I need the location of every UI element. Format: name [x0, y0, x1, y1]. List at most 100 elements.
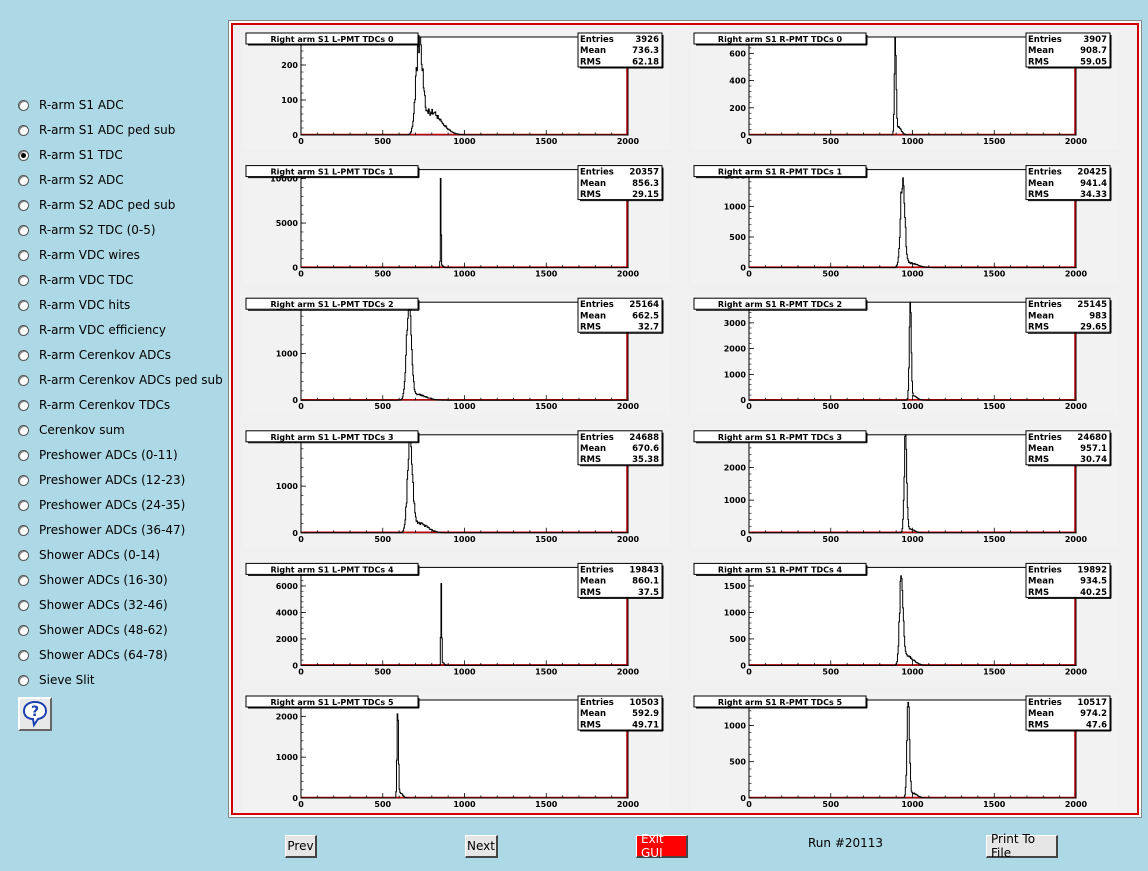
y-tick-label: 0 [292, 396, 298, 405]
radio-unchecked-icon[interactable] [18, 199, 29, 211]
radio-unchecked-icon[interactable] [18, 549, 29, 561]
radio-unchecked-icon[interactable] [18, 274, 29, 286]
y-tick-label: 5000 [276, 219, 299, 228]
stats-key: Mean [580, 709, 606, 719]
histogram-title: Right arm S1 R-PMT TDCs 1 [718, 168, 843, 177]
radio-unchecked-icon[interactable] [18, 599, 29, 611]
radio-item[interactable]: Shower ADCs (0-14) [18, 545, 160, 565]
stats-key: Entries [580, 433, 614, 443]
radio-unchecked-icon[interactable] [18, 124, 29, 136]
radio-item[interactable]: R-arm VDC wires [18, 245, 140, 265]
plot-frame [300, 699, 629, 799]
radio-unchecked-icon[interactable] [18, 324, 29, 336]
radio-unchecked-icon[interactable] [18, 424, 29, 436]
next-button[interactable]: Next [465, 835, 498, 858]
x-tick-label: 0 [298, 800, 304, 809]
prev-button[interactable]: Prev [285, 835, 317, 858]
x-tick-label: 0 [746, 270, 752, 279]
radio-item[interactable]: R-arm Cerenkov ADCs [18, 345, 171, 365]
radio-item[interactable]: Shower ADCs (48-62) [18, 620, 168, 640]
radio-item[interactable]: Preshower ADCs (12-23) [18, 470, 185, 490]
exit-gui-button[interactable]: Exit GUI [636, 832, 688, 860]
radio-item[interactable]: R-arm VDC TDC [18, 270, 133, 290]
radio-unchecked-icon[interactable] [18, 449, 29, 461]
radio-item[interactable]: R-arm VDC hits [18, 295, 130, 315]
y-tick-label: 200 [281, 61, 298, 70]
radio-unchecked-icon[interactable] [18, 674, 29, 686]
radio-item[interactable]: Cerenkov sum [18, 420, 125, 440]
stats-value: 24680 [1077, 433, 1107, 443]
canvas-frame: 0 500 1000 1500 2000 0 100 200 Right arm S1 L-PM… [228, 20, 1142, 818]
radio-item[interactable]: Shower ADCs (16-30) [18, 570, 168, 590]
radio-item[interactable]: R-arm Cerenkov TDCs [18, 395, 170, 415]
radio-item[interactable]: R-arm S1 ADC ped sub [18, 120, 175, 140]
radio-item[interactable]: Preshower ADCs (0-11) [18, 445, 178, 465]
radio-unchecked-icon[interactable] [18, 624, 29, 636]
stats-box [1025, 430, 1111, 466]
radio-unchecked-icon[interactable] [18, 524, 29, 536]
radio-unchecked-icon[interactable] [18, 499, 29, 511]
stats-value: 662.5 [632, 311, 659, 321]
stats-value: 40.25 [1080, 588, 1107, 598]
y-tick-label: 200 [729, 104, 746, 113]
stats-value: 19892 [1077, 565, 1107, 575]
radio-unchecked-icon[interactable] [18, 349, 29, 361]
radio-unchecked-icon[interactable] [18, 299, 29, 311]
radio-unchecked-icon[interactable] [18, 99, 29, 111]
title-box [245, 562, 419, 575]
radio-label: R-arm S1 TDC [39, 148, 123, 162]
x-tick-label: 500 [822, 137, 839, 146]
histogram-title: Right arm S1 L-PMT TDCs 1 [270, 168, 394, 177]
stats-value: 592.9 [632, 709, 659, 719]
radio-unchecked-icon[interactable] [18, 174, 29, 186]
radio-label: R-arm Cerenkov ADCs ped sub [39, 373, 223, 387]
stats-box [577, 297, 663, 333]
help-button[interactable]: ? [18, 697, 52, 731]
histogram-title: Right arm S1 L-PMT TDCs 5 [270, 698, 394, 707]
x-tick-label: 1500 [983, 800, 1006, 809]
radio-unchecked-icon[interactable] [18, 374, 29, 386]
stats-value: 25145 [1077, 300, 1107, 310]
radio-item[interactable]: R-arm S2 TDC (0-5) [18, 220, 156, 240]
radio-item[interactable]: R-arm S2 ADC [18, 170, 124, 190]
radio-item[interactable]: R-arm S2 ADC ped sub [18, 195, 175, 215]
histogram-curve [749, 177, 1077, 269]
stats-value: 34.33 [1080, 190, 1107, 200]
y-tick-label: 0 [292, 264, 298, 273]
stats-value: 25164 [629, 300, 659, 310]
histogram-title: Right arm S1 R-PMT TDCs 2 [718, 300, 842, 309]
radio-checked-icon[interactable] [18, 149, 29, 161]
x-tick-label: 1500 [535, 137, 558, 146]
radio-item[interactable]: Sieve Slit [18, 670, 95, 690]
y-tick-label: 0 [292, 131, 298, 140]
print-to-file-button[interactable]: Print To File [986, 832, 1058, 860]
stats-key: Entries [1028, 565, 1062, 575]
radio-unchecked-icon[interactable] [18, 474, 29, 486]
stats-value: 32.7 [638, 323, 659, 333]
y-tick-label: 3000 [724, 319, 747, 328]
stats-key: Entries [1028, 698, 1062, 708]
radio-item[interactable]: Shower ADCs (64-78) [18, 645, 168, 665]
x-tick-label: 2000 [1065, 800, 1088, 809]
x-tick-label: 1000 [453, 270, 476, 279]
radio-label: R-arm S2 TDC (0-5) [39, 223, 156, 237]
radio-unchecked-icon[interactable] [18, 224, 29, 236]
radio-item[interactable]: R-arm Cerenkov ADCs ped sub [18, 370, 223, 390]
x-tick-label: 0 [746, 800, 752, 809]
radio-unchecked-icon[interactable] [18, 399, 29, 411]
stats-key: RMS [1028, 323, 1049, 333]
radio-item[interactable]: Preshower ADCs (24-35) [18, 495, 185, 515]
stats-value: 10503 [629, 698, 659, 708]
radio-label: R-arm VDC wires [39, 248, 140, 262]
radio-unchecked-icon[interactable] [18, 574, 29, 586]
radio-item[interactable]: R-arm VDC efficiency [18, 320, 166, 340]
radio-item[interactable]: Shower ADCs (32-46) [18, 595, 168, 615]
radio-label: Shower ADCs (32-46) [39, 598, 168, 612]
radio-unchecked-icon[interactable] [18, 249, 29, 261]
radio-item[interactable]: Preshower ADCs (36-47) [18, 520, 185, 540]
radio-item[interactable]: R-arm S1 ADC [18, 95, 124, 115]
radio-item[interactable]: R-arm S1 TDC [18, 145, 123, 165]
histogram-pad: 0 500 1000 1500 2000 0 2000 4000 6000 Right arm S… [243, 560, 671, 681]
radio-unchecked-icon[interactable] [18, 649, 29, 661]
